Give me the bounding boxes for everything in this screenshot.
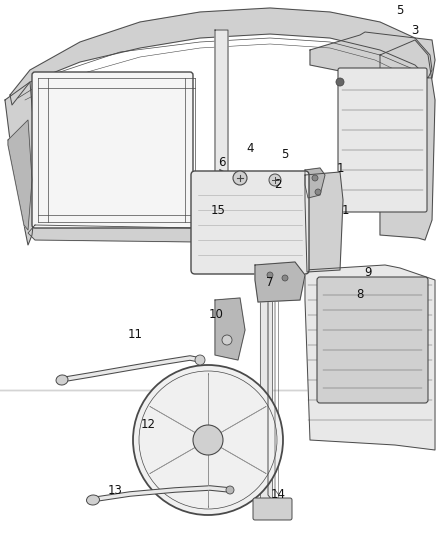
FancyBboxPatch shape bbox=[32, 72, 193, 228]
Polygon shape bbox=[215, 298, 245, 360]
FancyBboxPatch shape bbox=[253, 498, 292, 520]
Text: 4: 4 bbox=[246, 141, 254, 155]
Circle shape bbox=[233, 171, 247, 185]
Polygon shape bbox=[305, 168, 325, 198]
Text: 12: 12 bbox=[141, 418, 155, 432]
Text: 1: 1 bbox=[336, 161, 344, 174]
Circle shape bbox=[267, 272, 273, 278]
Text: 11: 11 bbox=[127, 328, 142, 342]
Polygon shape bbox=[8, 120, 32, 230]
Circle shape bbox=[315, 189, 321, 195]
Text: 6: 6 bbox=[218, 157, 226, 169]
Circle shape bbox=[282, 275, 288, 281]
Text: 9: 9 bbox=[364, 265, 372, 279]
Text: 2: 2 bbox=[274, 179, 282, 191]
FancyBboxPatch shape bbox=[191, 171, 309, 274]
Circle shape bbox=[336, 78, 344, 86]
Circle shape bbox=[269, 174, 281, 186]
Text: 8: 8 bbox=[356, 288, 364, 302]
Polygon shape bbox=[310, 32, 435, 78]
Polygon shape bbox=[305, 172, 343, 272]
Circle shape bbox=[133, 365, 283, 515]
FancyBboxPatch shape bbox=[317, 277, 428, 403]
Text: 5: 5 bbox=[396, 4, 404, 17]
Polygon shape bbox=[260, 265, 272, 500]
Text: 5: 5 bbox=[281, 149, 289, 161]
Text: 15: 15 bbox=[211, 204, 226, 216]
Ellipse shape bbox=[87, 495, 99, 505]
Circle shape bbox=[226, 486, 234, 494]
Polygon shape bbox=[10, 8, 432, 105]
Circle shape bbox=[193, 425, 223, 455]
Polygon shape bbox=[380, 40, 435, 240]
Text: 7: 7 bbox=[266, 276, 274, 288]
FancyBboxPatch shape bbox=[338, 68, 427, 212]
Polygon shape bbox=[5, 82, 38, 245]
Text: 3: 3 bbox=[411, 23, 419, 36]
Polygon shape bbox=[255, 262, 305, 302]
Circle shape bbox=[312, 175, 318, 181]
Polygon shape bbox=[215, 30, 228, 235]
Polygon shape bbox=[305, 265, 435, 450]
Polygon shape bbox=[28, 225, 210, 242]
Circle shape bbox=[195, 355, 205, 365]
Ellipse shape bbox=[56, 375, 68, 385]
Text: 10: 10 bbox=[208, 309, 223, 321]
Ellipse shape bbox=[215, 226, 227, 234]
Circle shape bbox=[222, 335, 232, 345]
Text: 1: 1 bbox=[341, 204, 349, 216]
Text: 14: 14 bbox=[271, 489, 286, 502]
Text: 13: 13 bbox=[108, 483, 123, 497]
